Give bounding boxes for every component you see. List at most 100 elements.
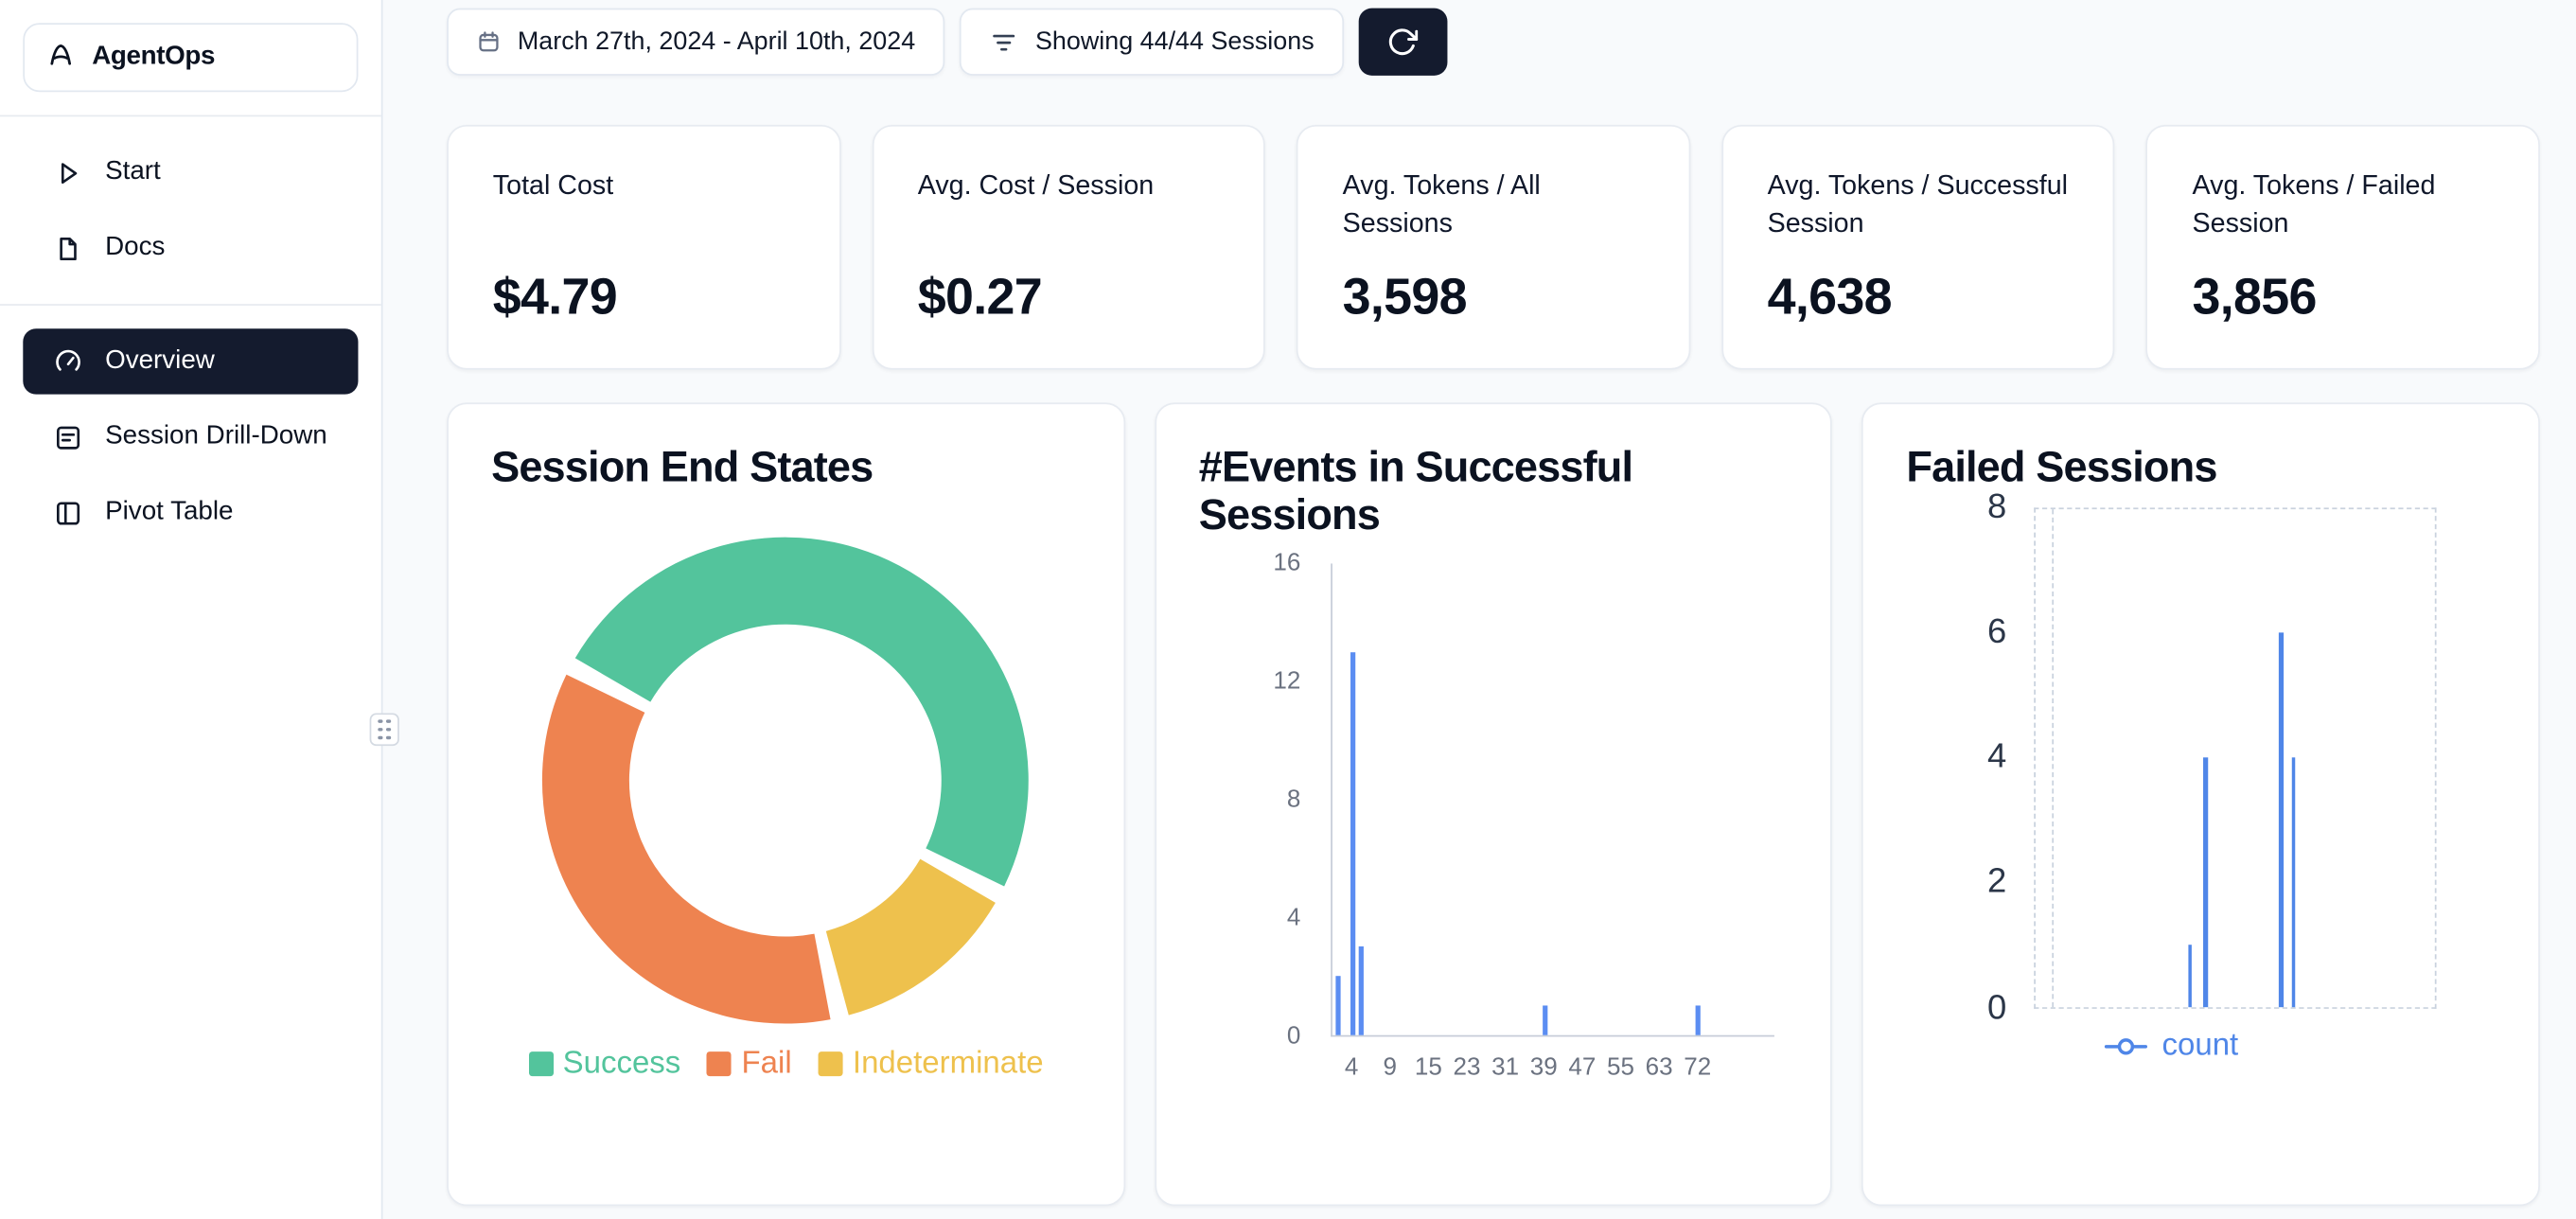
nav-label: Pivot Table (105, 498, 234, 526)
x-tick-label: 23 (1453, 1053, 1481, 1082)
stat-label: Avg. Tokens / All Sessions (1342, 170, 1541, 238)
count-spike (2279, 632, 2284, 1007)
count-spike (2203, 757, 2208, 1007)
sidebar-top-nav: Start Docs (0, 140, 381, 281)
legend-swatch (707, 1051, 732, 1077)
donut-chart (542, 536, 1030, 1023)
stat-card-avg-tokens-failed: Avg. Tokens / Failed Session 3,856 (2145, 124, 2540, 370)
failed-sessions-card: Failed Sessions 8 6 4 2 0 count (1861, 402, 2540, 1207)
sidebar-resize-handle[interactable] (369, 713, 399, 747)
chart-title: Session End States (491, 441, 873, 492)
stat-card-avg-cost-session: Avg. Cost / Session $0.27 (872, 124, 1266, 370)
nav-label: Overview (105, 346, 215, 375)
dashed-axis-line (2052, 508, 2055, 1007)
line-plot-area (2034, 506, 2437, 1009)
nav-label: Docs (105, 233, 166, 262)
y-tick-label: 12 (1273, 667, 1301, 696)
donut-legend: Success Fail Indeterminate (491, 1046, 1081, 1082)
count-spike (2291, 757, 2296, 1007)
stat-card-total-cost: Total Cost $4.79 (447, 124, 841, 370)
count-legend-marker (2104, 1037, 2147, 1054)
x-tick-label: 4 (1344, 1053, 1359, 1082)
donut-slice-fail[interactable] (542, 674, 832, 1023)
calendar-icon (476, 29, 501, 54)
histogram-bar (1358, 946, 1364, 1036)
y-tick-label: 6 (1987, 612, 2007, 651)
stat-label: Total Cost (492, 170, 614, 201)
legend-label: Success (562, 1046, 681, 1081)
list-icon (51, 420, 84, 453)
play-icon (51, 156, 84, 189)
y-tick-label: 16 (1273, 549, 1301, 577)
sidebar: AgentOps Start Docs (0, 0, 383, 1219)
stat-value: $4.79 (492, 267, 618, 326)
sidebar-item-start[interactable]: Start (23, 140, 358, 205)
y-tick-label: 8 (1286, 786, 1301, 814)
stats-row: Total Cost $4.79 Avg. Cost / Session $0.… (447, 124, 2540, 370)
y-tick-label: 0 (1987, 988, 2007, 1027)
donut-slice-success[interactable] (575, 536, 1030, 886)
events-histogram: 16 12 8 4 0 4 9 15 23 31 39 47 55 63 72 (1199, 549, 1789, 1084)
drag-dots-icon (378, 718, 391, 741)
stat-label: Avg. Tokens / Successful Session (1767, 170, 2068, 238)
donut-slice-indeterminate[interactable] (826, 857, 997, 1015)
x-tick-label: 9 (1383, 1053, 1398, 1082)
y-tick-label: 2 (1987, 863, 2007, 901)
x-tick-label: 72 (1684, 1053, 1712, 1082)
stat-value: 3,856 (2192, 267, 2318, 326)
columns-icon (51, 496, 84, 529)
count-legend-label: count (2161, 1028, 2239, 1063)
filter-icon (989, 27, 1018, 57)
charts-row: Session End States Success Fail Indetermin… (447, 402, 2540, 1207)
legend-item-fail: Fail (707, 1046, 792, 1082)
refresh-button[interactable] (1358, 8, 1448, 76)
sidebar-item-docs[interactable]: Docs (23, 215, 358, 280)
sidebar-item-overview[interactable]: Overview (23, 328, 359, 395)
x-tick-label: 63 (1645, 1053, 1673, 1082)
stat-card-avg-tokens-all: Avg. Tokens / All Sessions 3,598 (1297, 124, 1691, 370)
y-tick-label: 0 (1286, 1022, 1301, 1051)
sidebar-divider (0, 304, 381, 306)
sessions-filter-button[interactable]: Showing 44/44 Sessions (960, 8, 1344, 76)
sidebar-divider (0, 115, 381, 117)
x-tick-label: 47 (1568, 1053, 1597, 1082)
histogram-bar (1350, 652, 1356, 1036)
main-content: March 27th, 2024 - April 10th, 2024 Show… (382, 0, 2576, 1219)
y-axis-labels: 16 12 8 4 0 (1199, 549, 1317, 1050)
gauge-icon (51, 345, 84, 379)
brand[interactable]: AgentOps (23, 23, 359, 93)
refresh-icon (1387, 26, 1419, 58)
histogram-bar (1335, 976, 1341, 1036)
document-icon (51, 232, 84, 265)
stat-value: $0.27 (917, 267, 1043, 326)
y-axis-labels: 8 6 4 2 0 (1906, 487, 2021, 1026)
sidebar-item-pivot-table[interactable]: Pivot Table (23, 480, 358, 545)
legend-item-indeterminate: Indeterminate (818, 1046, 1044, 1082)
histogram-bar (1542, 1005, 1547, 1036)
failed-sessions-chart: 8 6 4 2 0 count (1906, 487, 2496, 1083)
agentops-logo-icon (44, 41, 78, 74)
stat-label: Avg. Tokens / Failed Session (2192, 170, 2436, 238)
sidebar-item-session-drill-down[interactable]: Session Drill-Down (23, 404, 358, 469)
chart-title: #Events in Successful Sessions (1198, 441, 1633, 539)
nav-label: Start (105, 157, 161, 186)
legend-swatch (818, 1051, 843, 1077)
y-tick-label: 8 (1987, 486, 2007, 525)
stat-label: Avg. Cost / Session (917, 170, 1155, 201)
date-range-button[interactable]: March 27th, 2024 - April 10th, 2024 (447, 8, 945, 76)
nav-label: Session Drill-Down (105, 422, 327, 450)
x-tick-label: 39 (1529, 1053, 1558, 1082)
x-tick-label: 55 (1607, 1053, 1634, 1082)
events-histogram-card: #Events in Successful Sessions 16 12 8 4 0 4… (1154, 402, 1833, 1207)
histogram-bar (1695, 1005, 1701, 1036)
x-axis-labels: 4 9 15 23 31 39 47 55 63 72 (1331, 1044, 1775, 1084)
x-tick-label: 15 (1414, 1053, 1442, 1082)
session-end-states-card: Session End States Success Fail Indetermin… (447, 402, 1125, 1207)
sidebar-main-nav: Overview Session Drill-Down (0, 328, 381, 545)
topbar: March 27th, 2024 - April 10th, 2024 Show… (447, 8, 1448, 76)
histogram-plot-area (1330, 563, 1775, 1037)
sessions-filter-label: Showing 44/44 Sessions (1034, 26, 1314, 56)
x-tick-label: 31 (1491, 1053, 1520, 1082)
chart-title: Failed Sessions (1906, 441, 2217, 492)
